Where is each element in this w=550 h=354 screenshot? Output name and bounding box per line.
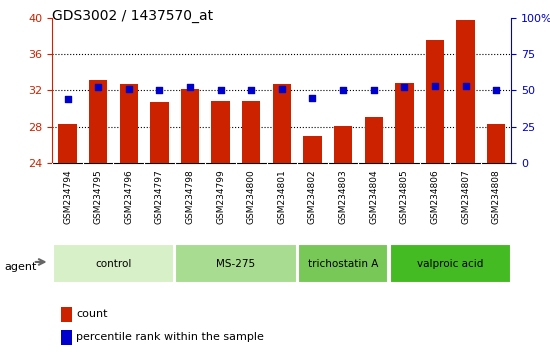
Point (400, 85, 409, 90)
Text: control: control (95, 259, 131, 269)
Text: GSM234805: GSM234805 (400, 169, 409, 224)
Text: count: count (76, 309, 108, 319)
Bar (395, 83, 414, 163)
Point (277, 86, 286, 92)
Text: GDS3002 / 1437570_at: GDS3002 / 1437570_at (52, 9, 213, 23)
Point (124, 86, 133, 92)
Point (339, 87, 348, 93)
Text: GSM234808: GSM234808 (492, 169, 500, 224)
Text: GSM234800: GSM234800 (247, 169, 256, 224)
Bar (242, 101, 261, 163)
Bar (334, 126, 353, 163)
Text: GSM234806: GSM234806 (431, 169, 439, 224)
Point (370, 87, 378, 93)
Text: agent: agent (4, 262, 37, 272)
Point (308, 95, 317, 101)
Bar (211, 101, 230, 163)
Bar (456, 21, 475, 163)
Bar (58, 124, 77, 163)
Bar (175, 244, 296, 283)
Text: GSM234804: GSM234804 (369, 169, 378, 224)
Text: MS-275: MS-275 (216, 259, 256, 269)
Text: GSM234794: GSM234794 (63, 169, 72, 224)
Text: GSM234803: GSM234803 (339, 169, 348, 224)
Text: GSM234801: GSM234801 (277, 169, 287, 224)
Point (216, 87, 225, 93)
Text: GSM234797: GSM234797 (155, 169, 164, 224)
Text: GSM234799: GSM234799 (216, 169, 225, 224)
Bar (150, 102, 169, 163)
Text: GSM234795: GSM234795 (94, 169, 103, 224)
Point (63, 96, 72, 102)
Point (185, 85, 195, 90)
Point (247, 87, 256, 93)
Bar (62, 330, 72, 344)
Bar (426, 40, 444, 163)
Point (94, 85, 102, 90)
Point (492, 87, 500, 93)
Bar (119, 84, 138, 163)
Point (461, 83, 470, 89)
Text: GSM234796: GSM234796 (124, 169, 133, 224)
Bar (303, 136, 322, 163)
Bar (389, 244, 511, 283)
Text: GSM234807: GSM234807 (461, 169, 470, 224)
Bar (365, 118, 383, 163)
Text: percentile rank within the sample: percentile rank within the sample (76, 332, 264, 342)
Bar (89, 80, 107, 163)
Text: valproic acid: valproic acid (417, 259, 483, 269)
Bar (62, 307, 72, 322)
Bar (273, 84, 291, 163)
Bar (298, 244, 388, 283)
Text: GSM234798: GSM234798 (185, 169, 195, 224)
Bar (53, 244, 174, 283)
Text: trichostatin A: trichostatin A (308, 259, 378, 269)
Text: GSM234802: GSM234802 (308, 169, 317, 224)
Point (155, 87, 164, 93)
Bar (181, 89, 199, 163)
Bar (487, 124, 505, 163)
Point (431, 83, 439, 89)
